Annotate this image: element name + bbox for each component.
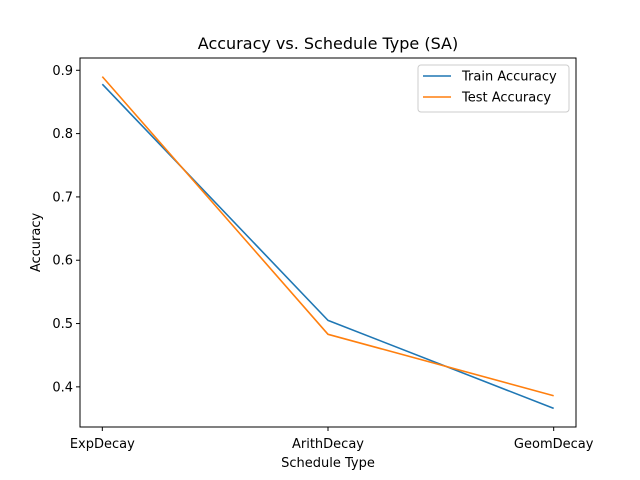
y-tick-label: 0.4 [52,380,73,395]
y-tick-label: 0.9 [52,64,73,79]
y-tick-label: 0.8 [52,127,73,142]
y-tick-label: 0.6 [52,254,73,269]
x-tick-label: ExpDecay [70,437,135,452]
plot-area [80,58,576,427]
y-tick-label: 0.5 [52,317,73,332]
x-axis-label: Schedule Type [281,456,375,471]
y-axis: 0.4 0.5 0.6 0.7 0.8 0.9 [52,64,80,395]
y-tick-label: 0.7 [52,190,73,205]
x-axis: ExpDecay ArithDecay GeomDecay [70,427,594,452]
series-layer [101,76,554,410]
chart-title: Accuracy vs. Schedule Type (SA) [198,34,458,53]
series-line-test-accuracy [101,76,554,397]
x-tick-label: GeomDecay [514,437,594,452]
legend-label: Train Accuracy [461,70,557,85]
x-tick-label: ArithDecay [292,437,364,452]
legend-box [417,64,570,113]
y-axis-label: Accuracy [29,213,44,273]
legend-label: Test Accuracy [461,91,551,106]
legend: Train Accuracy Test Accuracy [417,64,570,113]
